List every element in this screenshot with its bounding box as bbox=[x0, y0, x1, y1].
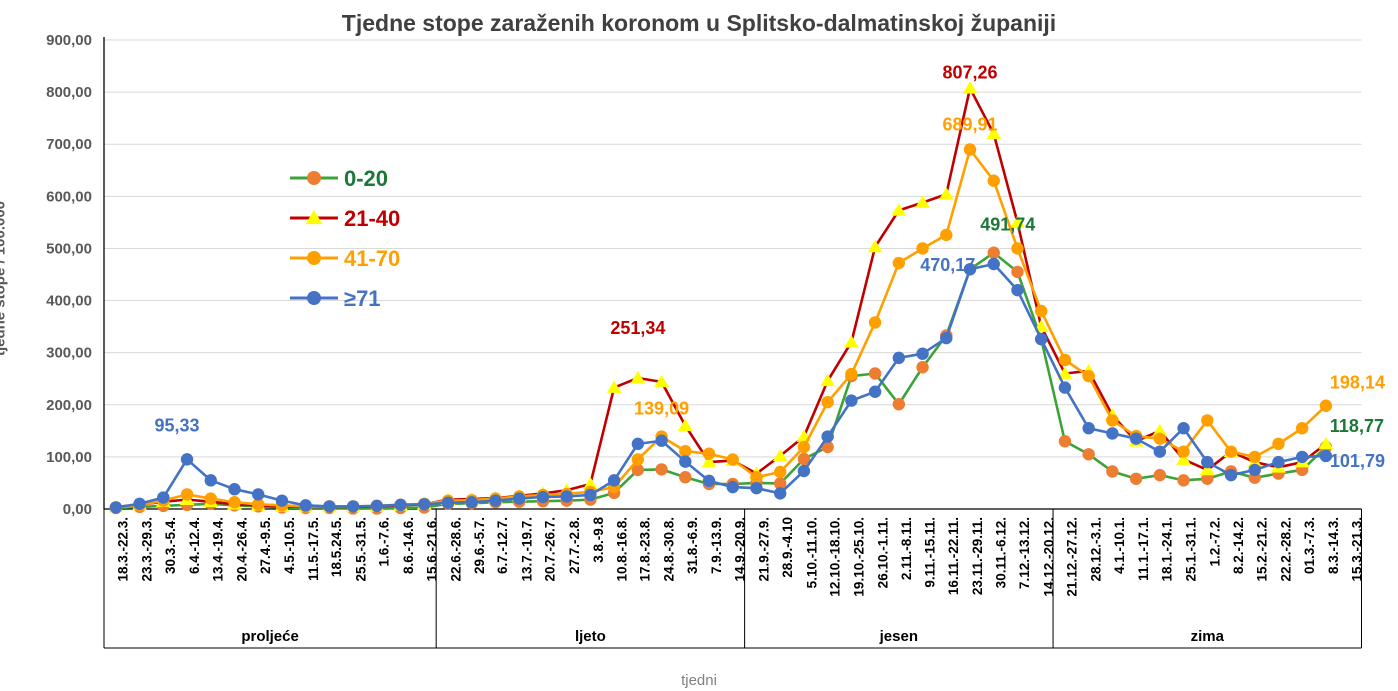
svg-text:≥71: ≥71 bbox=[344, 286, 381, 311]
svg-text:21-40: 21-40 bbox=[344, 206, 400, 231]
svg-text:689,91: 689,91 bbox=[942, 114, 997, 134]
svg-text:139,09: 139,09 bbox=[634, 399, 689, 419]
svg-text:251,34: 251,34 bbox=[610, 318, 665, 338]
svg-text:41-70: 41-70 bbox=[344, 246, 400, 271]
svg-text:198,14: 198,14 bbox=[1330, 373, 1385, 393]
svg-text:300,00: 300,00 bbox=[46, 345, 92, 362]
svg-text:800,00: 800,00 bbox=[46, 84, 92, 101]
svg-text:600,00: 600,00 bbox=[46, 188, 92, 205]
svg-text:0,00: 0,00 bbox=[63, 501, 92, 518]
svg-text:0-20: 0-20 bbox=[344, 166, 388, 191]
svg-text:807,26: 807,26 bbox=[942, 62, 997, 82]
svg-text:200,00: 200,00 bbox=[46, 397, 92, 414]
svg-text:491,74: 491,74 bbox=[980, 215, 1035, 235]
svg-text:95,33: 95,33 bbox=[155, 415, 200, 435]
svg-text:118,77: 118,77 bbox=[1330, 416, 1384, 436]
svg-text:470,17: 470,17 bbox=[920, 255, 975, 275]
svg-text:100,00: 100,00 bbox=[46, 449, 92, 466]
svg-text:101,79: 101,79 bbox=[1330, 451, 1385, 471]
svg-text:500,00: 500,00 bbox=[46, 240, 92, 257]
svg-text:700,00: 700,00 bbox=[46, 136, 92, 153]
svg-text:400,00: 400,00 bbox=[46, 293, 92, 310]
